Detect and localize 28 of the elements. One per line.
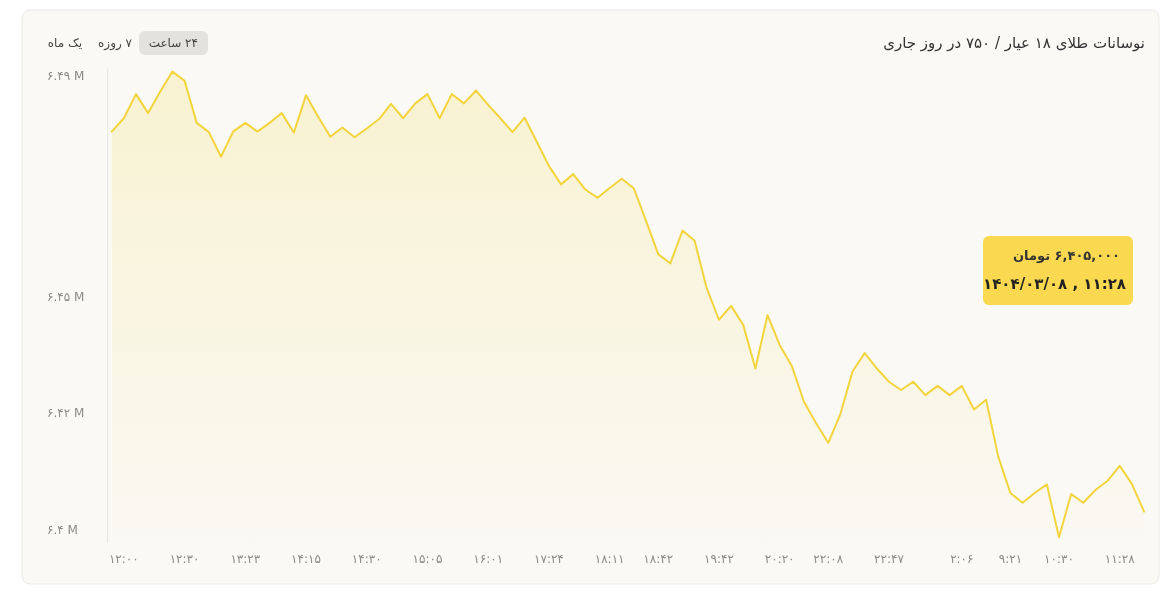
annotation: ۶,۴۰۵,۰۰۰ تومان	[1012, 248, 1120, 263]
x-tick-label: ۱۸:۱۱	[594, 552, 625, 566]
x-tick-label: ۱۵:۰۵	[412, 552, 443, 566]
y-tick-label: ۶.۴ M	[47, 522, 78, 537]
text: ۲۴ ساعت	[138, 31, 208, 55]
y-tick-label: ۶.۴۵ M	[47, 290, 85, 305]
y-tick-label: ۶.۴۹ M	[47, 69, 85, 84]
x-tick-label: ۱۴:۳۰	[351, 552, 382, 566]
text: ۷ روزه	[98, 35, 132, 52]
x-tick-label: ۱۳:۲۳	[230, 552, 261, 566]
annotation: ۱۴۰۴/۰۳/۰۸ , ۱۱:۲۸	[983, 275, 1126, 293]
x-tick-label: ۱۹:۴۲	[704, 552, 734, 566]
x-tick-label: ۱۷:۲۴	[534, 552, 564, 566]
y-tick-label: ۶.۴۲ M	[47, 406, 85, 421]
x-tick-label: ۱۲:۳۰	[169, 552, 200, 566]
text: یک ماه	[47, 35, 82, 52]
x-tick-label: ۱۲:۰۰	[108, 552, 139, 566]
x-tick-label: ۲۰:۲۰	[764, 552, 795, 566]
x-tick-label: ۲:۰۶	[950, 552, 974, 566]
x-tick-label: ۱۶:۰۱	[473, 552, 504, 566]
x-tick-label: ۱۴:۱۵	[291, 552, 321, 566]
x-tick-label: ۲۲:۴۷	[874, 552, 905, 566]
chart-title: نوسانات طلای ۱۸ عیار / ۷۵۰ در روز جاری	[883, 34, 1145, 52]
x-tick-label: ۲۲:۰۸	[813, 552, 844, 566]
x-tick-label: ۱۱:۲۸	[1104, 552, 1136, 566]
x-tick-label: ۱۸:۴۲	[643, 552, 674, 566]
x-tick-label: ۱۰:۳۰	[1044, 552, 1074, 566]
x-tick-label: ۹:۲۱	[998, 552, 1023, 566]
